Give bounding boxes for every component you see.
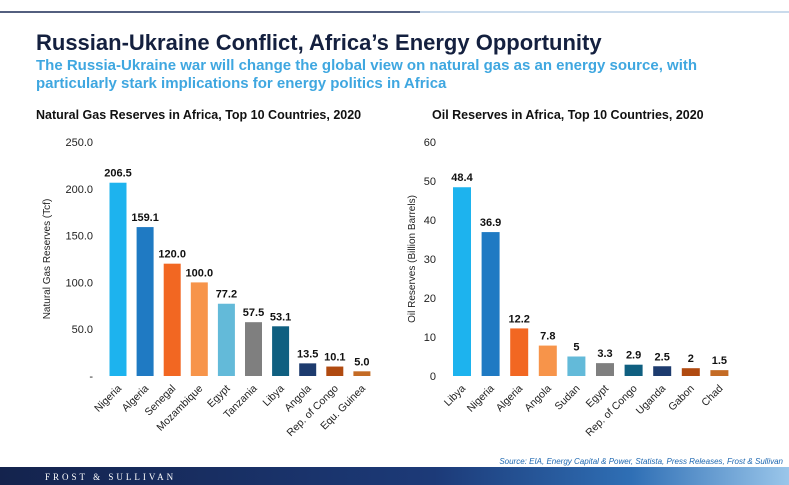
oil-x-tick-label: Chad (699, 383, 725, 409)
oil-data-label: 2 (688, 353, 694, 365)
oil-bar-nigeria (482, 232, 500, 376)
oil-x-tick-label: Libya (442, 383, 468, 409)
oil-bar-rep-of-congo (625, 365, 643, 376)
oil-data-label: 1.5 (712, 355, 727, 367)
oil-x-tick-label: Sudan (553, 383, 583, 413)
oil-bar-gabon (682, 368, 700, 376)
oil-x-tick-label: Angola (522, 383, 554, 415)
oil-reserves-chart: 0 10 20 30 40 50 60 Oil Reserves (Billion Barre… (0, 0, 789, 485)
oil-data-label: 12.2 (508, 313, 529, 325)
oil-data-label: 2.9 (626, 350, 641, 362)
source-note: Source: EIA, Energy Capital & Power, Sta… (499, 457, 783, 466)
oil-bar-algeria (510, 328, 528, 376)
oil-y-tick-label: 0 (430, 371, 436, 383)
oil-y-tick-label: 40 (424, 215, 436, 227)
oil-bar-libya (453, 187, 471, 376)
oil-y-tick-label: 30 (424, 254, 436, 266)
frost-sullivan-logo: FROST & SULLIVAN (45, 472, 176, 482)
oil-data-label: 3.3 (597, 348, 612, 360)
oil-y-tick-label: 20 (424, 293, 436, 305)
oil-x-tick-label: Gabon (666, 383, 697, 414)
oil-data-label: 48.4 (451, 172, 473, 184)
oil-bar-angola (539, 346, 557, 376)
oil-data-label: 7.8 (540, 331, 555, 343)
oil-y-tick-label: 60 (424, 137, 436, 149)
oil-bar-uganda (653, 366, 671, 376)
oil-y-axis-title: Oil Reserves (Billion Barrels) (407, 195, 418, 323)
oil-x-tick-label: Uganda (634, 383, 669, 418)
oil-y-tick-label: 50 (424, 176, 436, 188)
oil-bar-chad (710, 370, 728, 376)
oil-x-tick-label: Algeria (494, 383, 526, 415)
oil-y-tick-label: 10 (424, 332, 436, 344)
oil-bar-sudan (567, 357, 585, 377)
oil-x-tick-label: Rep. of Congo (583, 383, 639, 439)
oil-x-tick-label: Nigeria (465, 383, 497, 415)
oil-data-label: 36.9 (480, 217, 501, 229)
oil-bar-egypt (596, 363, 614, 376)
oil-data-label: 5 (573, 342, 579, 354)
oil-data-label: 2.5 (655, 351, 670, 363)
